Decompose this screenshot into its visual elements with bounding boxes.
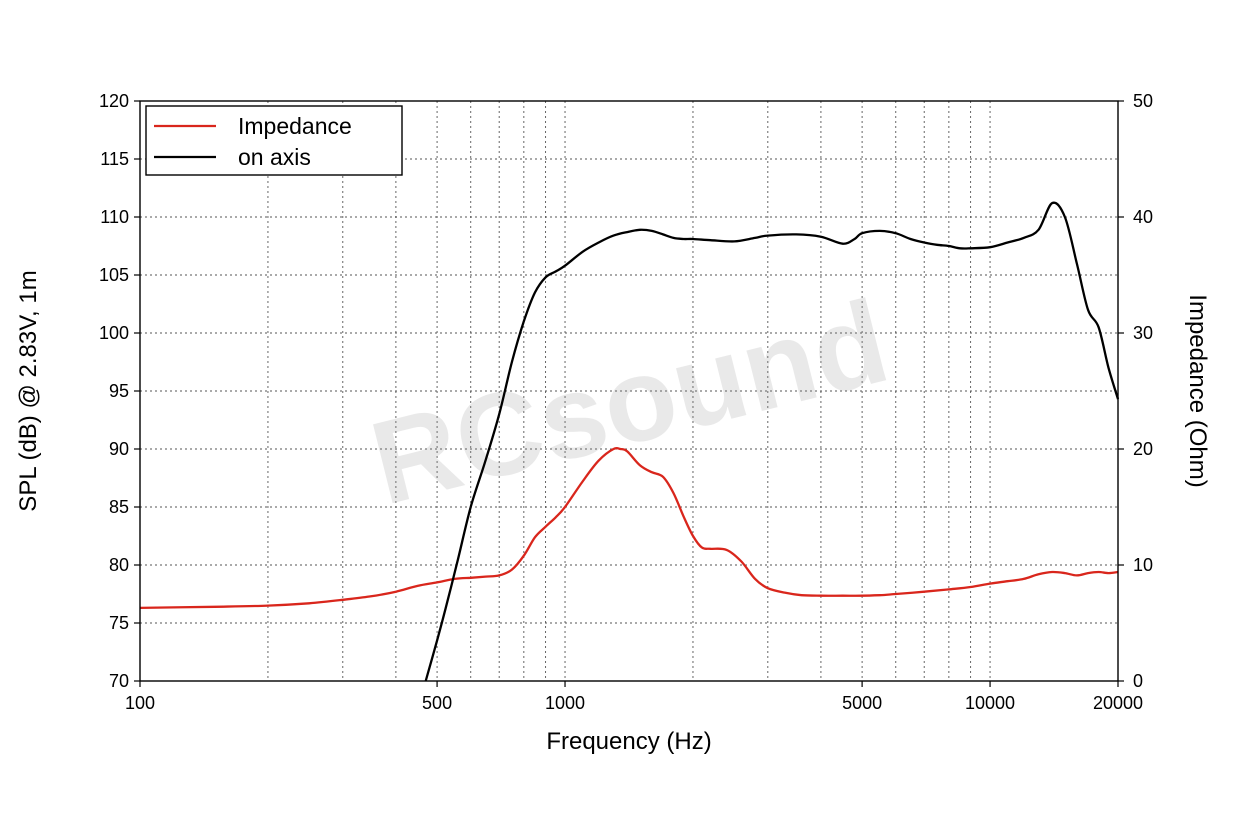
y-tick-label: 90 [109, 439, 129, 459]
y2-tick-label: 30 [1133, 323, 1153, 343]
series-line-on-axis [424, 201, 1120, 682]
x-tick-label: 5000 [842, 693, 882, 713]
y2-tick-label: 10 [1133, 555, 1153, 575]
legend: Impedance on axis [145, 105, 403, 176]
watermark: RCsound [359, 275, 900, 530]
y-tick-label: 75 [109, 613, 129, 633]
y2-tick-label: 50 [1133, 91, 1153, 111]
y2-tick-label: 20 [1133, 439, 1153, 459]
ticks: 70 75 80 85 90 95 100 105 110 115 120 0 10 20 30 40 50 10… [99, 91, 1153, 713]
y-tick-label: 115 [100, 149, 129, 169]
x-tick-label: 20000 [1093, 693, 1143, 713]
y-axis-title: SPL (dB) @ 2.83V, 1m [15, 270, 42, 511]
y2-tick-label: 0 [1133, 671, 1143, 691]
watermark-text: RCsound [359, 275, 900, 530]
y-tick-label: 85 [109, 497, 129, 517]
series-line-impedance [139, 446, 1119, 610]
x-tick-label: 10000 [965, 693, 1015, 713]
series-layer [139, 201, 1120, 682]
y2-axis-title: Impedance (Ohm) [1184, 294, 1211, 487]
legend-label-on-axis: on axis [238, 144, 311, 170]
y-tick-label: 120 [99, 91, 129, 111]
y2-tick-label: 40 [1133, 207, 1153, 227]
x-tick-label: 1000 [545, 693, 585, 713]
y-tick-label: 110 [100, 207, 129, 227]
legend-box [145, 105, 403, 176]
y-tick-label: 80 [109, 555, 129, 575]
x-axis-title: Frequency (Hz) [546, 728, 711, 755]
y-tick-label: 95 [109, 381, 129, 401]
y-tick-label: 105 [99, 265, 129, 285]
x-tick-label: 100 [125, 693, 155, 713]
legend-label-impedance: Impedance [238, 113, 352, 139]
y-tick-label: 100 [99, 323, 129, 343]
y-tick-label: 70 [109, 671, 129, 691]
x-tick-label: 500 [422, 693, 452, 713]
grid [140, 101, 1118, 681]
